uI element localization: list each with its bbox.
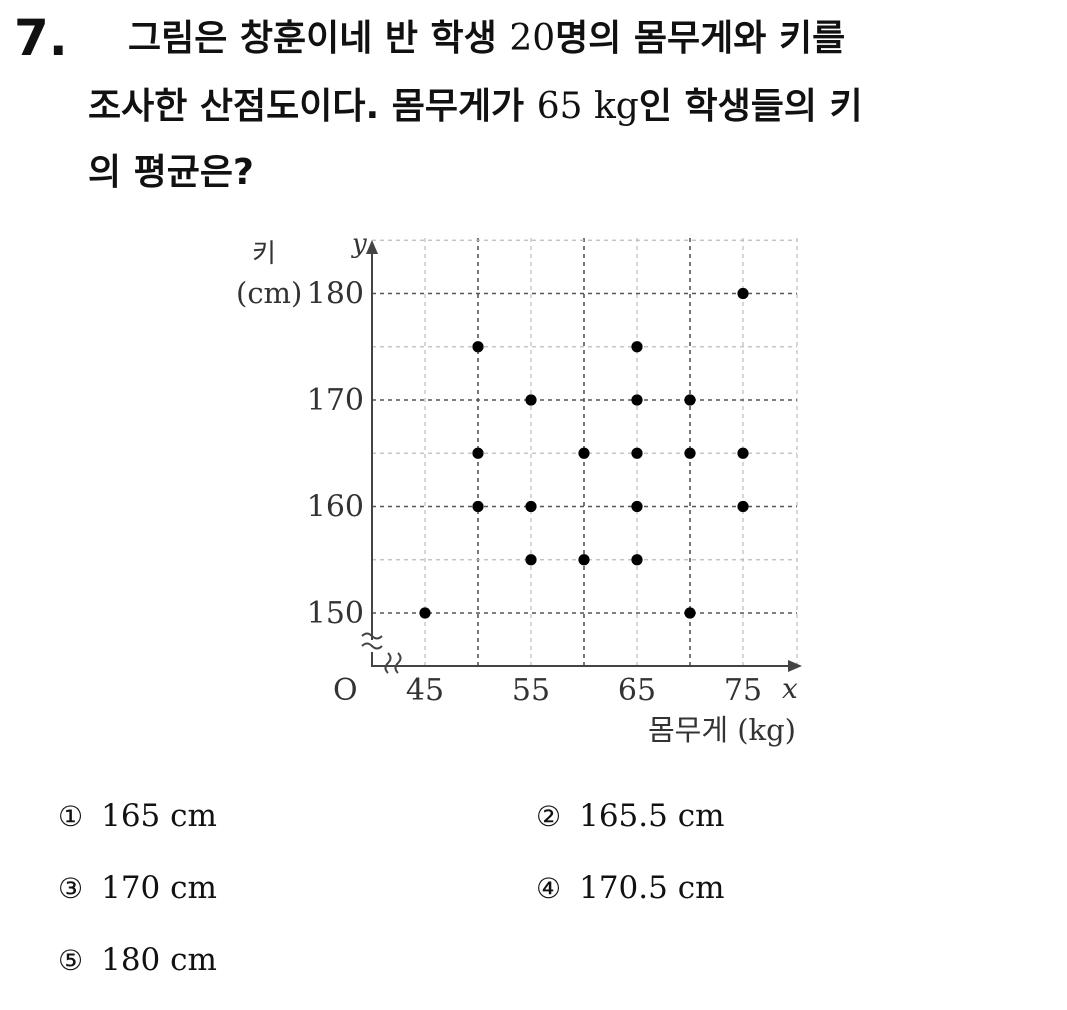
data-point	[419, 607, 431, 619]
data-point	[631, 341, 643, 353]
question-count: 20	[509, 18, 556, 59]
axis-corner	[371, 652, 386, 667]
data-point	[737, 500, 749, 513]
data-point	[472, 447, 484, 459]
choice-3[interactable]: ③ 170 cm	[58, 868, 217, 909]
data-point	[525, 500, 537, 513]
x-axis-symbol: x	[782, 672, 798, 705]
axes	[361, 240, 802, 674]
question-line-2: 조사한 산점도이다. 몸무게가 65 kg인 학생들의 키	[88, 82, 863, 132]
y-tick-label: 170	[307, 383, 364, 418]
question-text-2b: 인 학생들의 키	[638, 86, 863, 127]
y-axis-arrow-icon	[366, 240, 378, 254]
data-point	[737, 447, 749, 459]
question-text-1a: 그림은 창훈이네 반 학생	[128, 18, 510, 59]
choice-3-text: 170 cm	[101, 870, 217, 906]
data-point	[631, 447, 643, 459]
scatter-plot: y 키 (cm) x O 몸무게 (kg) 45 55 65 75 150 160 170 1…	[236, 229, 802, 747]
data-point	[525, 554, 537, 566]
x-axis-arrow-icon	[788, 660, 802, 672]
data-point	[472, 341, 484, 353]
data-point	[525, 394, 537, 406]
data-point	[631, 554, 643, 566]
data-point	[684, 447, 696, 459]
x-axis-break-icon	[384, 652, 402, 674]
data-points	[419, 287, 749, 619]
data-point	[631, 394, 643, 406]
data-point	[684, 607, 696, 619]
choice-4-text: 170.5 cm	[579, 870, 725, 906]
y-axis-label-line2: (cm)	[236, 276, 302, 310]
question-number: 7.	[14, 9, 68, 67]
data-point	[472, 500, 484, 513]
y-tick-label: 160	[307, 490, 364, 525]
grid	[372, 238, 798, 666]
y-axis-label-line1: 키	[252, 239, 276, 269]
x-axis-label: 몸무게 (kg)	[648, 713, 796, 747]
y-axis-symbol: y	[351, 229, 367, 259]
question-line-1: 그림은 창훈이네 반 학생 20명의 몸무게와 키를	[128, 14, 845, 64]
data-point	[684, 394, 696, 406]
choice-1-symbol: ①	[58, 800, 84, 833]
x-tick-label: 65	[618, 673, 656, 708]
choice-5-symbol: ⑤	[58, 944, 84, 977]
data-point	[737, 287, 749, 300]
data-point	[631, 500, 643, 513]
data-point	[578, 447, 590, 459]
choice-3-symbol: ③	[58, 872, 84, 905]
tick-labels: 45 55 65 75 150 160 170 180	[307, 277, 762, 709]
choice-4-symbol: ④	[536, 872, 562, 905]
choice-1-text: 165 cm	[101, 798, 217, 834]
question-text-2a: 조사한 산점도이다. 몸무게가	[88, 86, 537, 127]
y-tick-label: 150	[307, 596, 364, 631]
question-weight: 65 kg	[536, 86, 639, 127]
data-point	[578, 554, 590, 566]
choice-1[interactable]: ① 165 cm	[58, 796, 217, 837]
question-text-1b: 명의 몸무게와 키를	[555, 18, 846, 59]
choice-5[interactable]: ⑤ 180 cm	[58, 940, 217, 981]
choice-2-symbol: ②	[536, 800, 562, 833]
choice-5-text: 180 cm	[101, 942, 217, 978]
choice-4[interactable]: ④ 170.5 cm	[536, 868, 724, 909]
x-tick-label: 45	[406, 673, 444, 708]
axis-labels: y 키 (cm) x O 몸무게 (kg)	[236, 229, 798, 747]
choice-2-text: 165.5 cm	[579, 798, 725, 834]
x-tick-label: 55	[512, 673, 550, 708]
y-axis-break-icon	[361, 632, 383, 650]
question-line-3: 의 평균은?	[88, 152, 254, 193]
x-tick-label: 75	[724, 673, 762, 708]
origin-label: O	[333, 673, 358, 708]
y-tick-label: 180	[307, 277, 364, 312]
choice-2[interactable]: ② 165.5 cm	[536, 796, 724, 837]
